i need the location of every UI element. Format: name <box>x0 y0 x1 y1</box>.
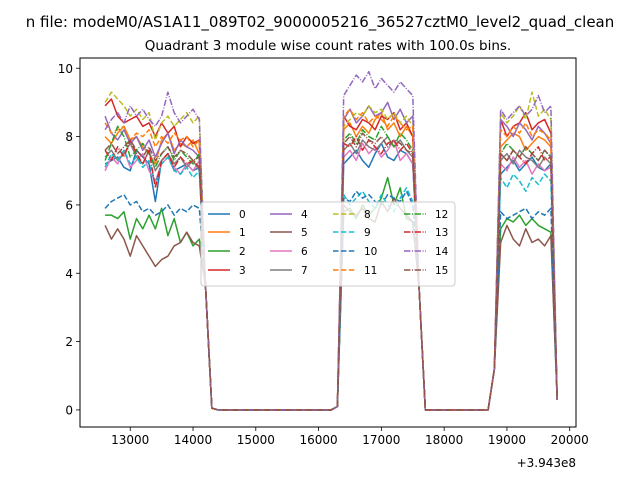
x-tick-label: 19000 <box>488 433 526 447</box>
legend-label-0: 0 <box>239 209 246 221</box>
plot-area: 13000 14000 15000 16000 17000 18000 19000 20000… <box>58 57 589 470</box>
x-tick-label: 13000 <box>111 433 149 447</box>
y-tick-label: 6 <box>65 198 73 212</box>
legend-label-2: 2 <box>239 246 246 258</box>
legend-label-8: 8 <box>364 209 371 221</box>
series-line-8 <box>104 91 558 411</box>
legend-label-15: 15 <box>435 265 448 277</box>
y-tick-label: 4 <box>65 267 73 281</box>
series-lines <box>104 70 558 411</box>
y-tick-label: 2 <box>65 335 73 349</box>
series-line-13 <box>104 135 558 411</box>
legend-label-9: 9 <box>364 227 371 239</box>
series-line-9 <box>104 149 558 411</box>
x-tick-label: 18000 <box>425 433 463 447</box>
legend-label-10: 10 <box>364 246 377 258</box>
x-tick-label: 20000 <box>551 433 589 447</box>
legend-label-7: 7 <box>301 265 308 277</box>
legend-label-11: 11 <box>364 265 377 277</box>
series-line-12 <box>104 125 558 411</box>
y-tick-label: 0 <box>65 403 73 417</box>
legend-label-1: 1 <box>239 227 246 239</box>
series-line-15 <box>104 132 558 411</box>
series-line-4 <box>104 101 558 411</box>
legend-label-5: 5 <box>301 227 308 239</box>
legend-label-6: 6 <box>301 246 308 258</box>
chart-title: Quadrant 3 module wise count rates with … <box>145 38 511 54</box>
y-axis: 0 2 4 6 8 10 <box>58 62 80 417</box>
x-axis: 13000 14000 15000 16000 17000 18000 19000 20000 <box>111 427 589 447</box>
legend-frame <box>200 201 456 287</box>
x-tick-label: 16000 <box>299 433 337 447</box>
series-line-11 <box>104 108 558 411</box>
series-line-14 <box>104 70 558 411</box>
legend-label-13: 13 <box>435 227 448 239</box>
x-axis-offset-label: +3.943e8 <box>517 456 576 470</box>
x-tick-label: 15000 <box>237 433 275 447</box>
series-line-10 <box>104 190 558 411</box>
x-tick-label: 14000 <box>174 433 212 447</box>
x-tick-label: 17000 <box>362 433 400 447</box>
legend-label-12: 12 <box>435 209 448 221</box>
legend-label-4: 4 <box>301 209 308 221</box>
legend-label-14: 14 <box>435 246 449 258</box>
figure-suptitle: n file: modeM0/AS1A11_089T02_9000005216_… <box>26 13 615 32</box>
legend-label-3: 3 <box>239 265 246 277</box>
y-tick-label: 8 <box>65 130 73 144</box>
y-tick-label: 10 <box>58 62 73 76</box>
